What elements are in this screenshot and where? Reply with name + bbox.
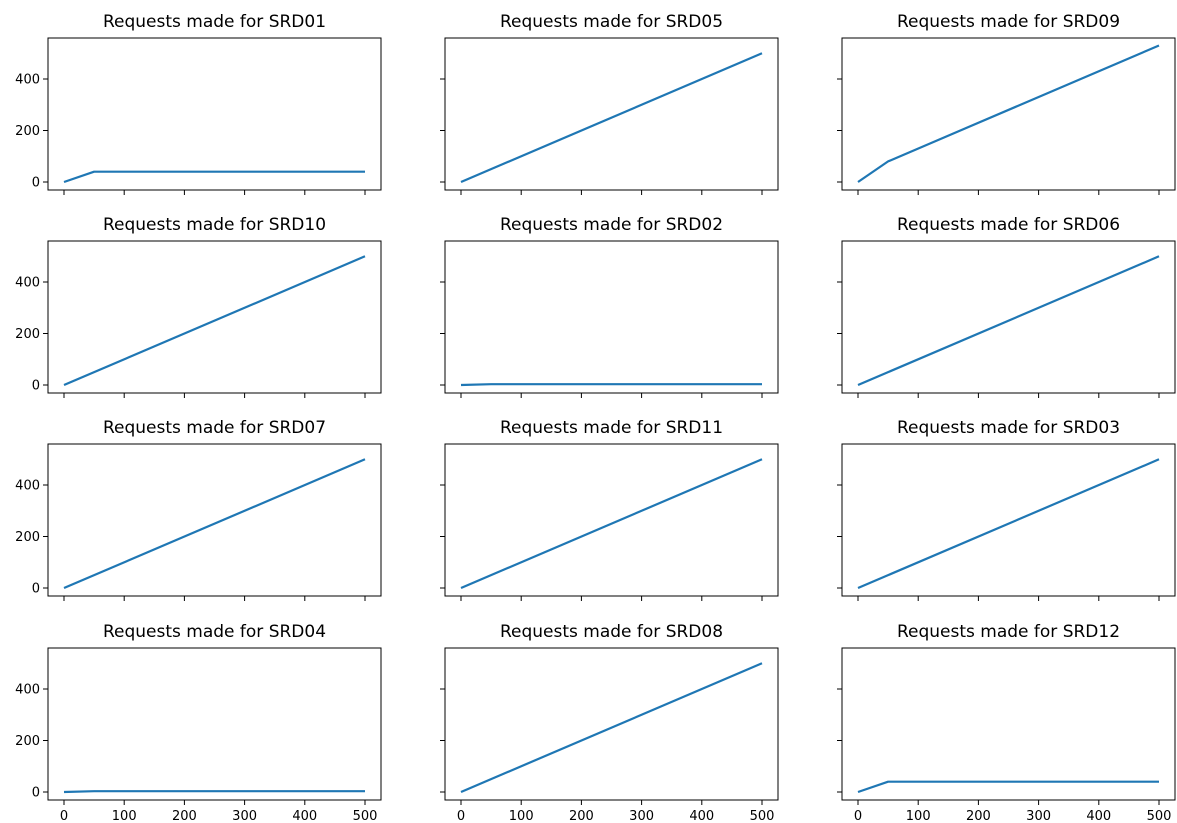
y-tick-label: 200 [15,124,40,139]
subplot-title: Requests made for SRD01 [103,12,326,32]
subplot-title: Requests made for SRD11 [500,418,723,438]
y-tick-label: 400 [15,479,40,494]
x-tick-label: 100 [906,809,931,823]
axes-frame [47,647,382,801]
subplot-title: Requests made for SRD02 [500,215,723,235]
axes-frame [444,647,779,801]
subplot-title: Requests made for SRD04 [103,622,326,642]
y-tick-label: 200 [15,327,40,342]
subplot-title: Requests made for SRD05 [500,12,723,32]
axes-frame [841,647,1176,801]
axes-frame [444,443,779,597]
x-tick-label: 100 [509,809,534,823]
subplot-srd04: Requests made for SRD04 0 100 200 300 400 500 0… [15,622,382,823]
x-tick-label: 200 [172,809,197,823]
axes-frame [444,37,779,191]
y-tick-label: 200 [15,530,40,545]
series-line [857,780,1159,794]
axes-frame [47,37,382,191]
x-tick-label: 400 [292,809,317,823]
axes-frame [444,240,779,394]
x-tick-label: 200 [569,809,594,823]
series-line [460,52,763,184]
subplot-srd06: Requests made for SRD06 [837,215,1176,398]
subplot-title: Requests made for SRD07 [103,418,326,438]
y-tick-label: 400 [15,276,40,291]
series-line [63,255,366,387]
subplot-title: Requests made for SRD06 [897,215,1120,235]
x-tick-label: 500 [750,809,775,823]
subplot-srd01: Requests made for SRD01 0 200 400 [15,12,382,195]
y-tick-label: 400 [15,683,40,698]
y-tick-label: 0 [32,379,40,394]
series-line [63,458,366,590]
x-tick-label: 500 [353,809,378,823]
subplot-srd08: Requests made for SRD08 0 100 200 300 400 500 [440,622,779,823]
subplot-srd12: Requests made for SRD12 0 100 200 300 400 500 [837,622,1176,823]
x-tick-label: 300 [1026,809,1051,823]
y-tick-label: 0 [32,582,40,597]
subplot-srd03: Requests made for SRD03 [837,418,1176,601]
series-line [460,662,763,794]
series-line [857,255,1160,387]
series-line [460,458,763,590]
x-tick-label: 300 [629,809,654,823]
y-tick-label: 200 [15,734,40,749]
y-tick-label: 400 [15,73,40,88]
subplot-title: Requests made for SRD03 [897,418,1120,438]
subplot-title: Requests made for SRD10 [103,215,326,235]
x-tick-label: 200 [966,809,991,823]
y-tick-label: 0 [32,786,40,801]
x-tick-label: 0 [457,809,465,823]
subplot-srd02: Requests made for SRD02 [440,215,779,398]
series-line [857,458,1160,590]
subplot-srd09: Requests made for SRD09 [837,12,1176,195]
x-tick-label: 0 [60,809,68,823]
x-tick-label: 0 [854,809,862,823]
subplot-srd07: Requests made for SRD07 0 200 400 [15,418,382,601]
series-line [857,44,1160,183]
subplot-title: Requests made for SRD08 [500,622,723,642]
axes-frame [841,37,1176,191]
series-line [63,170,365,184]
y-tick-label: 0 [32,176,40,191]
x-tick-label: 400 [1086,809,1111,823]
x-tick-label: 400 [689,809,714,823]
x-tick-label: 500 [1147,809,1172,823]
series-line [63,790,365,794]
subplot-srd05: Requests made for SRD05 [440,12,779,195]
axes-frame [47,240,382,394]
x-tick-label: 300 [232,809,257,823]
subplot-title: Requests made for SRD12 [897,622,1120,642]
subplot-title: Requests made for SRD09 [897,12,1120,32]
subplot-srd11: Requests made for SRD11 [440,418,779,601]
subplot-srd10: Requests made for SRD10 0 200 400 [15,215,382,398]
axes-frame [47,443,382,597]
axes-frame [841,443,1176,597]
x-tick-label: 100 [112,809,137,823]
series-line [460,383,762,387]
axes-frame [841,240,1176,394]
